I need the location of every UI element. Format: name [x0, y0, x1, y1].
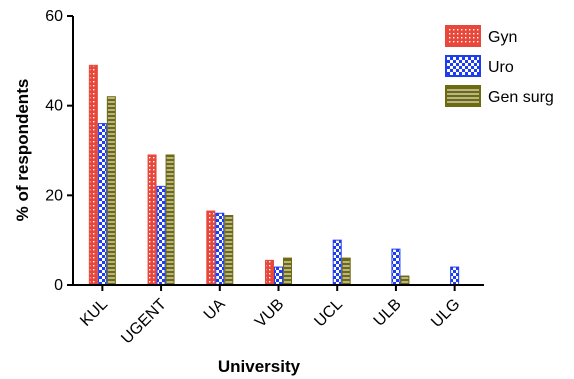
bar-gen-surg-ulb — [400, 275, 410, 286]
legend-swatch-gyn — [445, 25, 481, 47]
legend: Gyn Uro Gen surg — [445, 25, 554, 107]
legend-label-gyn: Gyn — [488, 29, 517, 46]
bar-uro-vub — [274, 266, 283, 286]
y-axis-ticks: 0 20 40 60 — [45, 8, 73, 294]
bar-uro-ulg — [450, 266, 460, 286]
y-tick-label: 40 — [45, 98, 63, 115]
legend-swatch-gen-surg — [445, 85, 481, 107]
bar-gen-surg-vub — [283, 257, 292, 286]
bar-gen-surg-ucl — [341, 257, 351, 286]
y-tick-label: 20 — [45, 187, 63, 204]
bar-gen-surg-ua — [224, 215, 234, 286]
x-tick-label-ulg: ULG — [428, 296, 463, 331]
bar-gen-surg-ugent — [165, 154, 175, 286]
x-tick-label-kul: KUL — [77, 296, 111, 330]
x-tick-label-ugent: UGENT — [118, 296, 170, 348]
x-tick-label-vub: VUB — [252, 296, 287, 331]
y-tick-label: 60 — [45, 8, 63, 25]
legend-label-uro: Uro — [488, 59, 514, 76]
legend-label-gen-surg: Gen surg — [488, 89, 554, 106]
bar-uro-ulb — [391, 248, 401, 286]
bar-uro-kul — [97, 123, 107, 286]
x-tick-label-ucl: UCL — [311, 296, 346, 331]
legend-swatch-uro — [445, 55, 481, 77]
bar-gyn-ugent — [147, 154, 157, 286]
x-tick-label-ulb: ULB — [371, 296, 405, 330]
bar-gyn-kul — [88, 64, 98, 286]
bar-gyn-vub — [265, 259, 274, 286]
bar-uro-ucl — [332, 239, 342, 286]
bar-uro-ua — [215, 212, 225, 286]
x-axis-title: University — [218, 357, 301, 376]
y-axis-title: % of respondents — [13, 79, 32, 222]
bar-uro-ugent — [156, 185, 166, 286]
bar-gyn-ua — [206, 210, 216, 286]
bar-gen-surg-kul — [106, 96, 116, 286]
x-tick-label-ua: UA — [201, 296, 229, 324]
x-axis-ticks: KUL UGENT UA VUB UCL ULB ULG — [77, 285, 463, 347]
y-tick-label: 0 — [54, 277, 63, 294]
plot-area — [88, 64, 460, 286]
